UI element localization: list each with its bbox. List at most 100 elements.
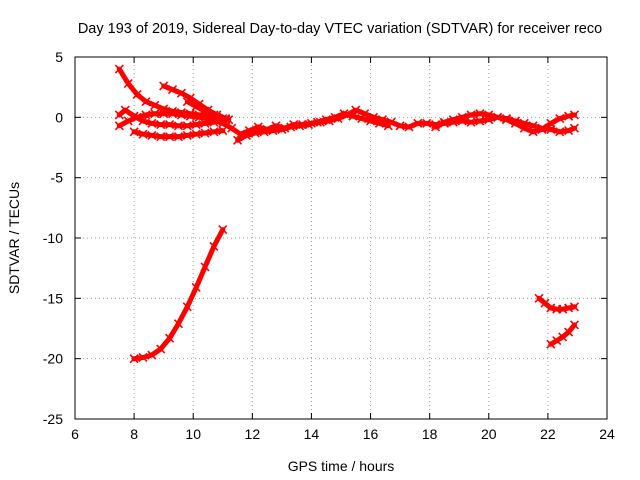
data-point — [537, 124, 547, 134]
data-point — [569, 110, 580, 120]
data-point — [138, 129, 148, 139]
data-point — [129, 127, 139, 137]
x-tick-label: 20 — [481, 426, 497, 442]
x-tick-label: 18 — [422, 426, 438, 442]
data-point — [173, 132, 184, 142]
y-tick-label: -5 — [51, 170, 64, 186]
data-point — [165, 333, 175, 343]
data-point — [303, 120, 314, 130]
data-point — [114, 64, 124, 74]
data-point — [383, 121, 393, 131]
data-point — [321, 115, 331, 125]
data-point — [150, 100, 160, 110]
x-axis-label: GPS time / hours — [288, 458, 395, 474]
series-track-i — [431, 109, 580, 137]
data-point — [173, 319, 184, 329]
data-point — [286, 122, 296, 132]
data-point — [250, 128, 260, 138]
x-tick-labels: 6 8 10 12 14 16 18 20 22 24 — [71, 426, 615, 442]
x-tick-label: 12 — [245, 426, 261, 442]
data-point — [501, 115, 512, 125]
data-point — [422, 118, 432, 128]
data-point — [156, 132, 166, 142]
data-point — [156, 120, 166, 130]
data-point — [339, 109, 349, 119]
data-point — [448, 115, 458, 125]
data-point — [431, 122, 441, 132]
data-point — [546, 118, 556, 128]
data-point — [552, 336, 562, 346]
grid-lines — [75, 57, 607, 419]
data-point — [413, 118, 423, 128]
data-point — [351, 105, 361, 115]
data-point — [165, 120, 175, 130]
data-point — [404, 122, 414, 132]
data-point — [209, 110, 219, 120]
data-point — [493, 112, 503, 122]
data-point — [330, 112, 340, 122]
data-point — [176, 88, 186, 98]
data-point — [395, 121, 405, 131]
axis-ticks — [74, 56, 608, 420]
series-trace — [131, 227, 226, 362]
data-point — [182, 130, 192, 140]
data-point — [209, 241, 219, 252]
data-point — [218, 126, 228, 136]
data-point — [564, 126, 574, 136]
x-tick-label: 6 — [71, 426, 79, 442]
y-tick-label: -10 — [43, 230, 63, 246]
y-tick-labels: -25 -20 -15 -10 -5 0 5 — [43, 49, 63, 427]
data-point — [147, 118, 157, 128]
data-point — [150, 109, 160, 119]
data-point — [120, 105, 130, 115]
data-point — [227, 123, 237, 133]
y-tick-label: 5 — [55, 49, 63, 65]
data-point — [176, 110, 186, 120]
data-point — [546, 339, 556, 349]
data-point — [129, 354, 139, 364]
data-point — [191, 120, 201, 130]
series-track-d — [129, 126, 228, 142]
data-point — [191, 129, 201, 139]
x-tick-label: 16 — [363, 426, 379, 442]
data-point — [147, 350, 157, 360]
x-tick-label: 8 — [130, 426, 138, 442]
data-points — [114, 64, 580, 364]
data-point — [200, 262, 210, 272]
data-point — [167, 85, 178, 95]
data-point — [141, 97, 151, 107]
y-tick-label: -25 — [43, 411, 63, 427]
data-point — [218, 118, 228, 128]
series-track-h — [232, 109, 393, 145]
data-point — [439, 117, 450, 127]
y-tick-label: -20 — [43, 351, 63, 367]
data-point — [232, 135, 243, 145]
data-point — [510, 118, 520, 128]
data-point — [141, 110, 151, 120]
series-track-k — [534, 293, 580, 314]
x-tick-label: 22 — [540, 426, 556, 442]
chart-title: Day 193 of 2019, Sidereal Day-to-day VTE… — [78, 21, 602, 37]
data-point — [312, 117, 322, 127]
data-point — [191, 282, 201, 293]
series-track-j — [129, 224, 228, 364]
data-point — [569, 320, 580, 330]
data-point — [209, 127, 219, 137]
data-point — [185, 111, 195, 121]
data-point — [159, 81, 169, 91]
data-point — [365, 116, 376, 126]
data-point — [200, 106, 210, 116]
data-point — [475, 109, 485, 119]
data-point — [466, 110, 476, 120]
data-point — [241, 130, 251, 140]
data-point — [569, 302, 580, 312]
data-point — [295, 121, 305, 131]
data-point — [173, 121, 184, 131]
data-point — [569, 123, 580, 133]
data-point — [484, 110, 494, 120]
data-point — [123, 78, 133, 89]
data-point — [182, 302, 192, 312]
data-point — [348, 111, 358, 121]
data-point — [200, 128, 210, 138]
